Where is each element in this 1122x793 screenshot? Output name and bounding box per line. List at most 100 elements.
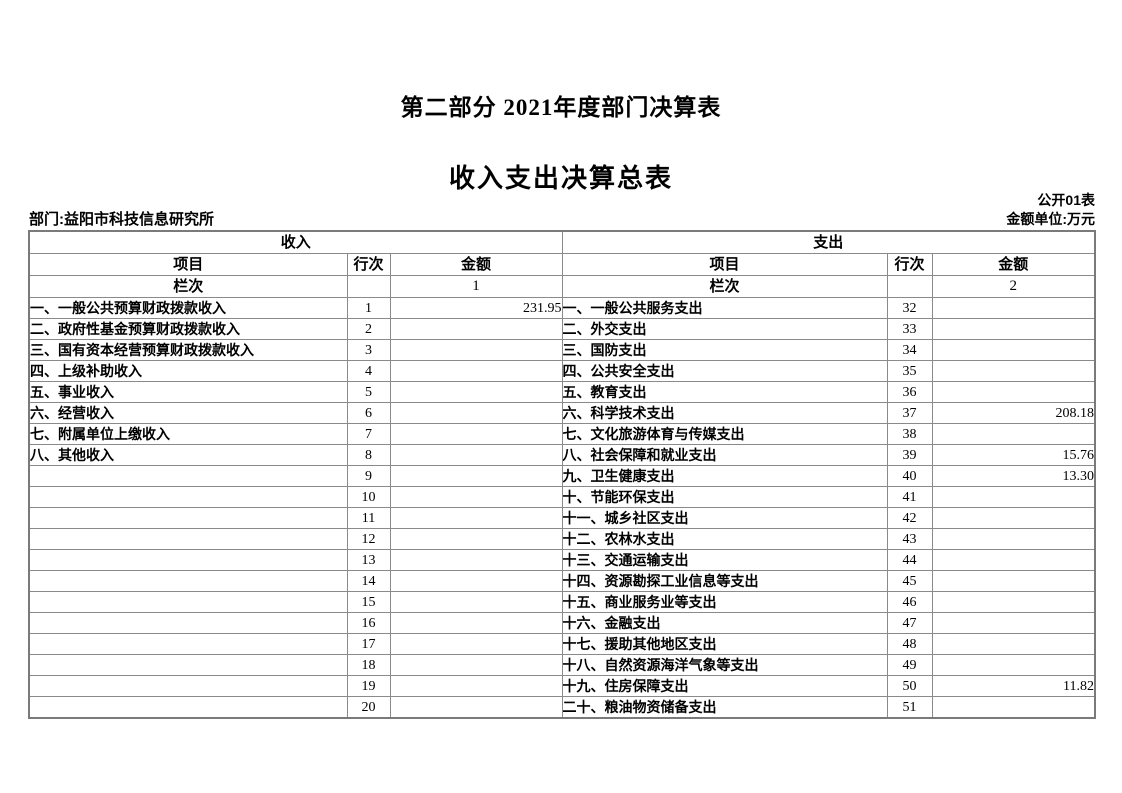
expense-col-line-header: 行次 [886,253,933,276]
income-item [28,696,348,719]
expense-item: 五、教育支出 [561,381,888,403]
income-item [28,591,348,613]
expense-item: 三、国防支出 [561,339,888,361]
expense-amount [931,297,1096,319]
expense-line-index-blank [886,275,933,298]
expense-line: 33 [886,318,933,340]
income-line: 19 [346,675,391,697]
income-item: 二、政府性基金预算财政拨款收入 [28,318,348,340]
expense-item: 四、公共安全支出 [561,360,888,382]
income-line: 9 [346,465,391,487]
table-row: 二、政府性基金预算财政拨款收入 2 二、外交支出 33 [28,318,1096,340]
expense-amount [931,633,1096,655]
expense-line: 43 [886,528,933,550]
table-code-label: 公开01表 [1037,192,1095,208]
income-amount [389,591,563,613]
income-column-index: 1 [389,275,563,298]
expense-column-index: 2 [931,275,1096,298]
income-item [28,675,348,697]
table-title: 收入支出决算总表 [448,163,673,193]
table-row: 五、事业收入 5 五、教育支出 36 [28,381,1096,403]
income-item: 八、其他收入 [28,444,348,466]
table-row: 三、国有资本经营预算财政拨款收入 3 三、国防支出 34 [28,339,1096,361]
income-amount [389,612,563,634]
table-row: 9 九、卫生健康支出 40 13.30 [28,465,1096,487]
expense-item: 十六、金融支出 [561,612,888,634]
income-amount: 231.95 [389,297,563,319]
table-row: 七、附属单位上缴收入 7 七、文化旅游体育与传媒支出 38 [28,423,1096,445]
expense-amount: 11.82 [931,675,1096,697]
income-item: 五、事业收入 [28,381,348,403]
income-amount [389,570,563,592]
expense-amount [931,591,1096,613]
income-item [28,486,348,508]
expense-line: 39 [886,444,933,466]
expense-item: 十七、援助其他地区支出 [561,633,888,655]
table-row: 六、经营收入 6 六、科学技术支出 37 208.18 [28,402,1096,424]
income-amount [389,465,563,487]
column-index-row: 栏次 1 栏次 2 [28,275,1096,298]
income-amount [389,423,563,445]
table-row: 11 十一、城乡社区支出 42 [28,507,1096,529]
income-amount [389,381,563,403]
expense-item: 十二、农林水支出 [561,528,888,550]
income-line: 11 [346,507,391,529]
expense-line: 49 [886,654,933,676]
income-column-index-label: 栏次 [28,275,348,298]
income-item: 一、一般公共预算财政拨款收入 [28,297,348,319]
expense-col-amount-header: 金额 [931,253,1096,276]
expense-item: 十四、资源勘探工业信息等支出 [561,570,888,592]
income-line: 8 [346,444,391,466]
expense-line: 47 [886,612,933,634]
income-amount [389,654,563,676]
expense-amount: 15.76 [931,444,1096,466]
expense-line: 36 [886,381,933,403]
income-item: 四、上级补助收入 [28,360,348,382]
income-amount [389,633,563,655]
table-row: 八、其他收入 8 八、社会保障和就业支出 39 15.76 [28,444,1096,466]
expense-item: 十三、交通运输支出 [561,549,888,571]
expense-line: 34 [886,339,933,361]
income-col-amount-header: 金额 [389,253,563,276]
expense-amount [931,381,1096,403]
expense-item: 十八、自然资源海洋气象等支出 [561,654,888,676]
income-item: 七、附属单位上缴收入 [28,423,348,445]
income-item [28,528,348,550]
section-header-row: 收入 支出 [28,230,1096,254]
income-line: 6 [346,402,391,424]
income-line: 3 [346,339,391,361]
income-line: 10 [346,486,391,508]
expense-line: 51 [886,696,933,719]
income-item: 六、经营收入 [28,402,348,424]
income-line: 5 [346,381,391,403]
table-row: 四、上级补助收入 4 四、公共安全支出 35 [28,360,1096,382]
expense-line: 41 [886,486,933,508]
expense-line: 48 [886,633,933,655]
expense-line: 40 [886,465,933,487]
income-item [28,507,348,529]
expense-col-item-header: 项目 [561,253,888,276]
expense-line: 50 [886,675,933,697]
expense-section-header: 支出 [561,230,1096,254]
income-line-index-blank [346,275,391,298]
income-col-item-header: 项目 [28,253,348,276]
expense-amount [931,696,1096,719]
expense-item: 十、节能环保支出 [561,486,888,508]
table-row: 19 十九、住房保障支出 50 11.82 [28,675,1096,697]
table-row: 20 二十、粮油物资储备支出 51 [28,696,1096,719]
expense-amount [931,486,1096,508]
income-amount [389,486,563,508]
income-section-header: 收入 [28,230,563,254]
table-row: 一、一般公共预算财政拨款收入 1 231.95 一、一般公共服务支出 32 [28,297,1096,319]
expense-item: 九、卫生健康支出 [561,465,888,487]
expense-amount [931,654,1096,676]
expense-amount [931,507,1096,529]
income-item [28,612,348,634]
income-amount [389,318,563,340]
income-amount [389,696,563,719]
table-row: 16 十六、金融支出 47 [28,612,1096,634]
income-item [28,633,348,655]
expense-line: 45 [886,570,933,592]
table-row: 13 十三、交通运输支出 44 [28,549,1096,571]
income-amount [389,507,563,529]
